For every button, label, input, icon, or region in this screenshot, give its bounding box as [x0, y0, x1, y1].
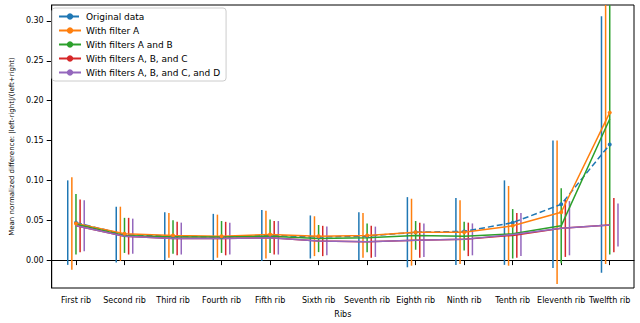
svg-text:With filters A and B: With filters A and B [86, 40, 173, 50]
svg-text:Fifth rib: Fifth rib [255, 296, 285, 305]
svg-text:Eleventh rib: Eleventh rib [537, 296, 585, 305]
svg-text:Seventh rib: Seventh rib [344, 296, 390, 305]
svg-text:0.05: 0.05 [26, 216, 44, 225]
svg-text:Mean normalized difference: |l: Mean normalized difference: |left-right|… [8, 57, 16, 236]
svg-text:0.15: 0.15 [26, 136, 44, 145]
svg-text:Fourth rib: Fourth rib [202, 296, 241, 305]
svg-text:0.25: 0.25 [26, 56, 44, 65]
svg-text:Ribs: Ribs [334, 310, 351, 319]
svg-text:Second rib: Second rib [103, 296, 146, 305]
svg-text:0.20: 0.20 [26, 96, 44, 105]
svg-text:0.10: 0.10 [26, 176, 44, 185]
svg-text:With filter A: With filter A [86, 26, 140, 36]
svg-text:Eighth rib: Eighth rib [396, 296, 435, 305]
svg-text:First rib: First rib [61, 296, 91, 305]
svg-text:Tenth rib: Tenth rib [494, 296, 530, 305]
svg-text:Original data: Original data [86, 12, 144, 22]
svg-text:Sixth rib: Sixth rib [302, 296, 335, 305]
svg-text:Twelfth rib: Twelfth rib [588, 296, 630, 305]
svg-text:With filters A, B, and C: With filters A, B, and C [86, 54, 188, 64]
svg-text:0.00: 0.00 [26, 256, 44, 265]
svg-text:0.30: 0.30 [26, 16, 44, 25]
svg-text:With filters A, B, and C, and: With filters A, B, and C, and D [86, 68, 220, 78]
svg-text:Third rib: Third rib [155, 296, 190, 305]
svg-text:Ninth rib: Ninth rib [447, 296, 482, 305]
